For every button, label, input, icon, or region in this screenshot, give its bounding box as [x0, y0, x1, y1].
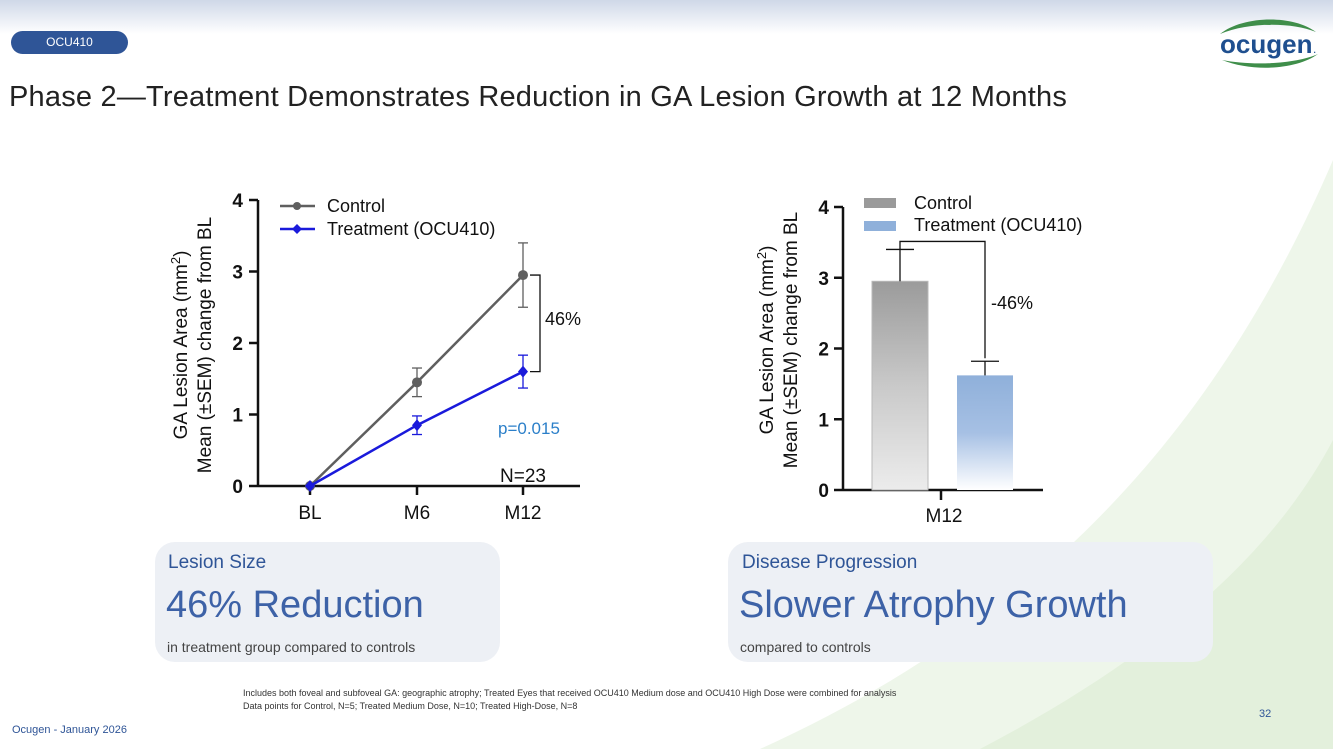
- p-value-label: p=0.015: [498, 419, 560, 438]
- page-number: 32: [1259, 708, 1272, 720]
- bracket-neg46: [899, 240, 986, 359]
- y-tick-label: 3: [818, 269, 829, 290]
- y-axis-label-line1: GA Lesion Area (mm2): [754, 246, 779, 435]
- footnote-line-2: Data points for Control, N=5; Treated Me…: [243, 701, 578, 711]
- page-title: Phase 2—Treatment Demonstrates Reduction…: [9, 81, 1068, 113]
- x-tick-label: M6: [404, 503, 430, 524]
- y-tick-label: 3: [232, 263, 243, 284]
- bar-control: [871, 280, 929, 491]
- n-label: N=23: [500, 466, 546, 487]
- card-subtext: compared to controls: [740, 639, 871, 655]
- legend-treatment-label: Treatment (OCU410): [327, 219, 495, 239]
- x-tick-label: M12: [926, 506, 963, 527]
- card-label: Lesion Size: [168, 552, 267, 573]
- ocu410-tag: OCU410: [11, 31, 128, 54]
- y-tick-label: 2: [232, 334, 243, 355]
- top-banner: [0, 0, 1333, 34]
- data-point-treatment: [412, 419, 422, 432]
- disease-progression-card: Disease Progression Slower Atrophy Growt…: [728, 542, 1213, 662]
- bar-treatment: [957, 375, 1013, 490]
- legend-treatment-label: Treatment (OCU410): [914, 215, 1082, 235]
- y-axis-label-line2: Mean (±SEM) change from BL: [781, 212, 802, 468]
- legend-treatment-swatch: [864, 221, 896, 231]
- legend-control-marker: [293, 202, 301, 210]
- y-tick-label: 0: [818, 481, 829, 502]
- y-axis-label-line2: Mean (±SEM) change from BL: [195, 217, 216, 473]
- bracket-label-neg46: -46%: [991, 293, 1033, 313]
- card-subtext: in treatment group compared to controls: [167, 639, 416, 655]
- lesion-size-card: Lesion Size 46% Reduction in treatment g…: [155, 542, 500, 662]
- legend-control-swatch: [864, 198, 896, 208]
- logo-dot: .: [1313, 42, 1316, 56]
- swoosh-band-2: [980, 440, 1333, 749]
- y-tick-label: 4: [818, 198, 829, 219]
- data-point-control: [518, 270, 528, 281]
- bracket-label-46: 46%: [545, 309, 581, 329]
- line-chart: 0 1 2 3 4 BL M6 M12 GA Lesion Area (mm2) Mean (…: [168, 191, 582, 524]
- y-tick-label: 2: [818, 340, 829, 361]
- bracket-46: [530, 274, 541, 373]
- legend-control-label: Control: [914, 193, 972, 213]
- card-headline: Slower Atrophy Growth: [739, 584, 1128, 626]
- y-tick-label: 1: [232, 406, 243, 427]
- logo-wordmark: ocugen: [1220, 29, 1312, 59]
- logo-swoosh-icon: ocugen .: [1220, 19, 1318, 68]
- footnote-line-1: Includes both foveal and subfoveal GA: g…: [243, 688, 897, 698]
- ocugen-logo: ocugen .: [1212, 12, 1324, 70]
- y-tick-label: 4: [232, 191, 243, 212]
- legend-control-label: Control: [327, 196, 385, 216]
- data-point-treatment: [305, 480, 315, 492]
- data-point-treatment: [518, 365, 528, 378]
- bar-chart: 0 1 2 3 4 M12 GA Lesion Area (mm2) Mean (±SEM…: [754, 193, 1083, 527]
- footer-date: Ocugen - January 2026: [12, 724, 127, 736]
- y-tick-label: 0: [232, 477, 243, 498]
- legend-treatment-marker: [292, 224, 302, 234]
- x-tick-label: M12: [505, 503, 542, 524]
- data-point-control: [412, 377, 422, 388]
- y-axis-label-line1: GA Lesion Area (mm2): [168, 251, 193, 440]
- x-tick-label: BL: [298, 503, 321, 524]
- card-label: Disease Progression: [742, 552, 918, 573]
- y-tick-label: 1: [818, 410, 829, 431]
- card-headline: 46% Reduction: [166, 584, 424, 626]
